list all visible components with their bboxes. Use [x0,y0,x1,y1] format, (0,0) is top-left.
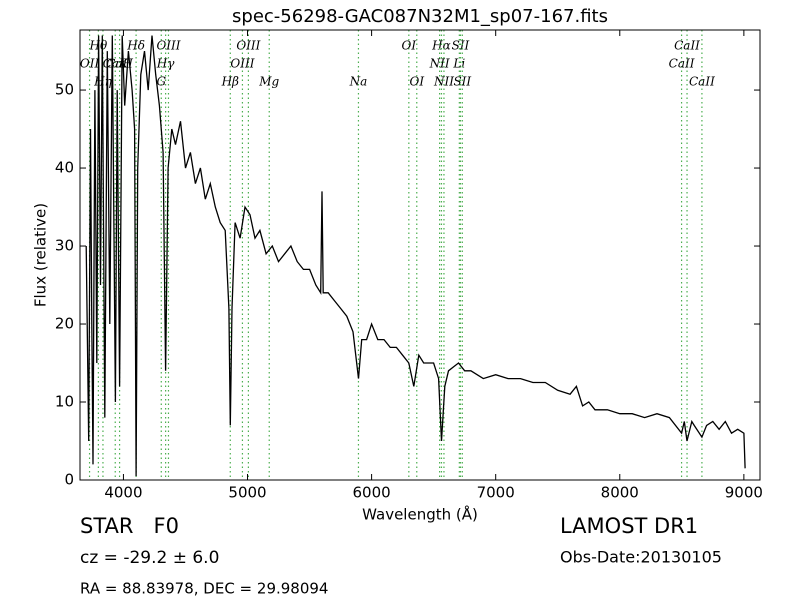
spectral-line-label: SII [453,75,471,89]
spectral-line-label: OIII [156,39,180,53]
x-tick-label: 5000 [228,484,266,502]
y-tick-label: 50 [55,81,74,99]
spectral-line-label: Hβ [221,75,239,89]
coordinates: RA = 88.83978, DEC = 29.98094 [80,580,328,598]
x-tick-label: 7000 [477,484,515,502]
survey: LAMOST DR1 [560,514,698,538]
spectral-line-label: Mg [258,75,279,89]
spectral-class: STAR F0 [80,514,179,538]
obs-date: Obs-Date:20130105 [560,548,722,567]
x-tick-label: 4000 [104,484,142,502]
x-axis-label: Wavelength (Å) [362,505,478,524]
chart-title: spec-56298-GAC087N32M1_sp07-167.fits [232,6,608,27]
x-tick-label: 8000 [601,484,639,502]
spectral-line-label: Li [452,57,465,71]
spectral-line-label: OIII [230,57,254,71]
plot-frame [79,29,761,481]
spectral-line-label: Hδ [126,39,145,53]
y-tick-label: 10 [55,393,74,411]
y-tick-label: 40 [55,159,74,177]
spectral-line-label: NII [429,57,450,71]
x-tick-label: 9000 [725,484,763,502]
spectral-line-label: NII [433,75,454,89]
spectral-line-label: Hγ [156,57,175,71]
spectral-line-label: OIII [236,39,260,53]
redshift: cz = -29.2 ± 6.0 [80,548,219,568]
y-axis-label: Flux (relative) [32,203,50,307]
spectral-line-label: G [156,75,166,89]
spectral-line-label: OII [80,57,100,71]
y-tick-label: 0 [64,471,74,489]
x-tick-label: 6000 [353,484,391,502]
spectral-line-label: Na [349,75,368,89]
y-tick-label: 20 [55,315,74,333]
spectral-line-label: CaII [669,57,695,71]
spectral-line-label: SII [452,39,470,53]
y-tick-label: 30 [55,237,74,255]
spectral-line-label: OI [402,39,417,53]
spectral-line-label: Hα [431,39,451,53]
spectral-line-label: CaII [674,39,700,53]
spectral-line-label: CaII [689,75,715,89]
spectrum-line [85,35,746,477]
spectral-line-label: OI [409,75,424,89]
